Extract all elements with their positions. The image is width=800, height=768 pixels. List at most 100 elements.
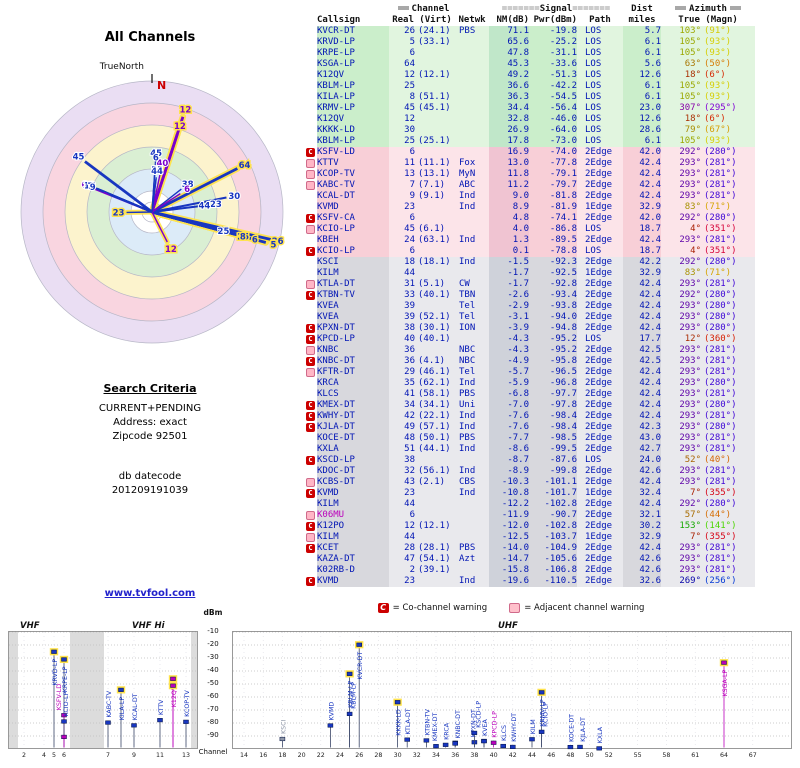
col-pwr: -25.2 xyxy=(529,37,577,48)
svg-text:KSCI: KSCI xyxy=(280,719,287,734)
adjacent-channel-warning-icon xyxy=(306,533,315,542)
col-path: 2Edge xyxy=(577,257,623,268)
col-mi: 42.7 xyxy=(623,444,661,455)
header-signal: Signal xyxy=(539,4,573,14)
col-net: ABC xyxy=(455,180,489,191)
col-warn: C xyxy=(304,147,317,158)
col-cs: KMEX-DT xyxy=(317,400,389,411)
col-pwr: -94.8 xyxy=(529,323,577,334)
dbm-axis-label: dBm xyxy=(203,608,223,617)
col-maz: (71°) xyxy=(701,268,755,279)
col-cs: KBLM-LP xyxy=(317,136,389,147)
col-taz: 293° xyxy=(661,312,701,323)
col-virt: (24.1) xyxy=(415,26,455,37)
table-row: KVEA 39 Tel -2.9 -93.8 2Edge 42.4 293° (280°) xyxy=(304,301,755,312)
col-taz: 57° xyxy=(661,510,701,521)
col-net: PBS xyxy=(455,26,489,37)
table-row: C KCET 28 (28.1) PBS -14.0 -104.9 2Edge 42.4 293°… xyxy=(304,543,755,554)
channel-axis-label: Channel xyxy=(198,748,228,756)
col-real: 12 xyxy=(389,521,415,532)
col-warn xyxy=(304,114,317,125)
col-path: 2Edge xyxy=(577,356,623,367)
adjacent-channel-warning-icon xyxy=(306,368,315,377)
col-cs: KVMD xyxy=(317,488,389,499)
col-cs: KCIO-LP xyxy=(317,224,389,235)
col-mi: 42.3 xyxy=(623,422,661,433)
col-maz: (280°) xyxy=(701,147,755,158)
col-cs: KCET xyxy=(317,543,389,554)
col-real: 24 xyxy=(389,235,415,246)
col-virt: (62.1) xyxy=(415,378,455,389)
col-warn xyxy=(304,26,317,37)
col-taz: 103° xyxy=(661,26,701,37)
col-real: 6 xyxy=(389,246,415,257)
col-mi: 42.4 xyxy=(623,543,661,554)
col-nm: -5.9 xyxy=(489,378,529,389)
col-path: 2Edge xyxy=(577,279,623,290)
col-path: 1Edge xyxy=(577,532,623,543)
col-maz: (280°) xyxy=(701,422,755,433)
col-net: PBS xyxy=(455,543,489,554)
svg-text:5: 5 xyxy=(52,752,56,759)
col-nm: -12.0 xyxy=(489,521,529,532)
table-row: C KCIO-LP 6 0.1 -78.8 LOS 18.7 4° (351°) xyxy=(304,246,755,257)
col-pwr: -90.7 xyxy=(529,510,577,521)
svg-text:11: 11 xyxy=(156,752,164,759)
svg-text:KVEA: KVEA xyxy=(482,719,489,736)
tvfool-link[interactable]: www.tvfool.com xyxy=(104,588,196,599)
col-warn xyxy=(304,389,317,400)
col-taz: 79° xyxy=(661,125,701,136)
col-pwr: -87.6 xyxy=(529,455,577,466)
col-path: LOS xyxy=(577,37,623,48)
col-mi: 42.4 xyxy=(623,312,661,323)
table-row: KILM 44 -1.7 -92.5 1Edge 32.9 83° (71°) xyxy=(304,268,755,279)
col-warn xyxy=(304,279,317,290)
adjacent-channel-warning-icon xyxy=(306,346,315,355)
col-net xyxy=(455,48,489,59)
col-virt: (44.1) xyxy=(415,444,455,455)
header-bar-icon xyxy=(729,6,741,10)
col-mi: 6.1 xyxy=(623,48,661,59)
co-channel-warning-icon: C xyxy=(306,544,315,553)
svg-text:46: 46 xyxy=(547,752,555,759)
adjacent-channel-legend-text: = Adjacent channel warning xyxy=(524,603,645,613)
col-cs: K12PO xyxy=(317,521,389,532)
header-netwk: Netwk xyxy=(458,15,486,25)
co-channel-legend-item: C = Co-channel warning xyxy=(377,603,487,613)
col-cs: KRPE-LP xyxy=(317,48,389,59)
col-nm: -7.7 xyxy=(489,433,529,444)
col-nm: -1.7 xyxy=(489,268,529,279)
col-net xyxy=(455,499,489,510)
col-path: LOS xyxy=(577,334,623,345)
svg-text:52: 52 xyxy=(605,752,613,759)
col-nm: 26.9 xyxy=(489,125,529,136)
col-maz: (280°) xyxy=(701,290,755,301)
col-mi: 42.4 xyxy=(623,400,661,411)
col-cs: KILA-LP xyxy=(317,92,389,103)
col-warn xyxy=(304,477,317,488)
svg-text:KNBC-DT: KNBC-DT xyxy=(455,710,462,739)
col-cs: KCOP-TV xyxy=(317,169,389,180)
col-taz: 63° xyxy=(661,59,701,70)
col-mi: 42.4 xyxy=(623,290,661,301)
col-maz: (141°) xyxy=(701,521,755,532)
svg-text:38: 38 xyxy=(182,180,194,190)
svg-text:KILM: KILM xyxy=(530,719,537,734)
col-cs: KXLA xyxy=(317,444,389,455)
col-cs: KWHY-DT xyxy=(317,411,389,422)
col-virt: (58.1) xyxy=(415,389,455,400)
col-net xyxy=(455,224,489,235)
col-cs: KSCI xyxy=(317,257,389,268)
col-warn xyxy=(304,136,317,147)
col-path: 2Edge xyxy=(577,444,623,455)
col-cs: KSFV-LD xyxy=(317,147,389,158)
col-virt: (45.1) xyxy=(415,103,455,114)
svg-text:KRCA: KRCA xyxy=(444,722,451,740)
col-path: 2Edge xyxy=(577,521,623,532)
col-pwr: -92.5 xyxy=(529,268,577,279)
col-maz: (281°) xyxy=(701,345,755,356)
col-cs: KRVD-LP xyxy=(317,37,389,48)
col-real: 31 xyxy=(389,279,415,290)
col-virt: (33.1) xyxy=(415,37,455,48)
col-warn xyxy=(304,312,317,323)
